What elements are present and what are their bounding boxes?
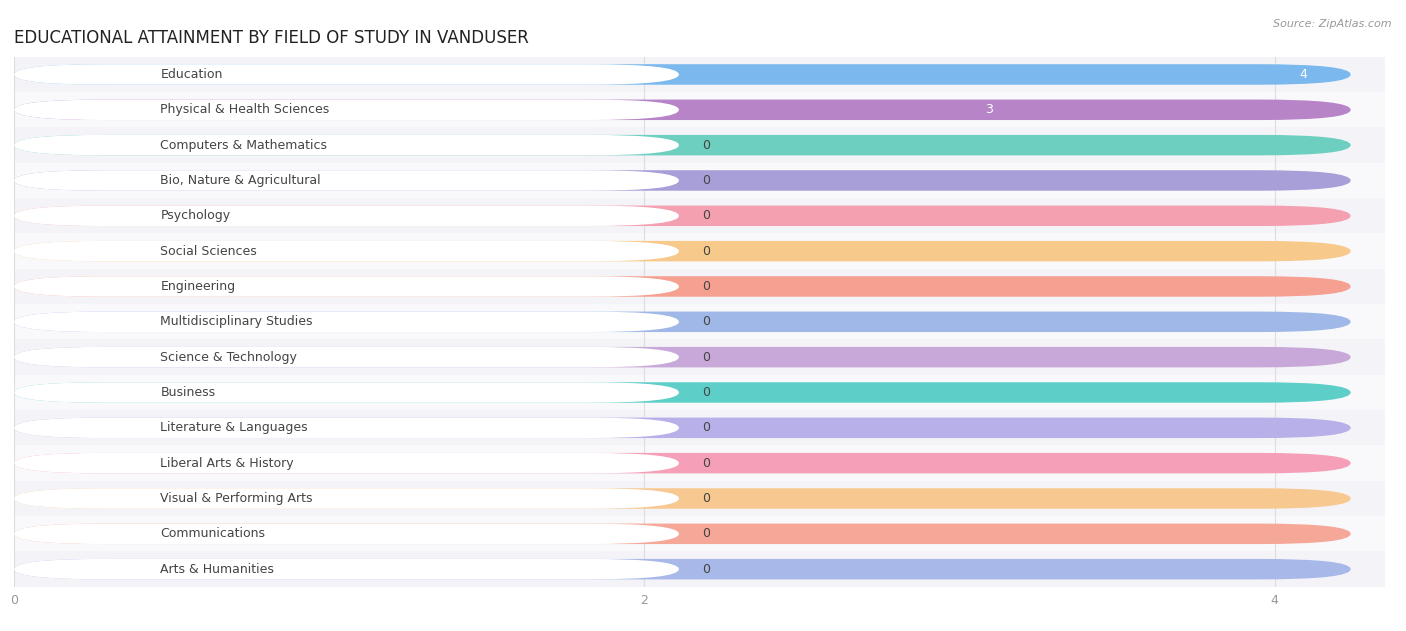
- FancyBboxPatch shape: [14, 100, 1351, 120]
- Text: Visual & Performing Arts: Visual & Performing Arts: [160, 492, 312, 505]
- FancyBboxPatch shape: [14, 92, 1385, 127]
- Text: 0: 0: [703, 280, 710, 293]
- Text: Liberal Arts & History: Liberal Arts & History: [160, 457, 294, 469]
- FancyBboxPatch shape: [14, 241, 1351, 261]
- Text: 0: 0: [703, 563, 710, 575]
- Text: 0: 0: [703, 174, 710, 187]
- Text: 0: 0: [703, 492, 710, 505]
- FancyBboxPatch shape: [14, 453, 1351, 473]
- FancyBboxPatch shape: [14, 347, 1351, 367]
- Text: Literature & Languages: Literature & Languages: [160, 422, 308, 434]
- FancyBboxPatch shape: [14, 206, 679, 226]
- Text: 4: 4: [1299, 68, 1308, 81]
- FancyBboxPatch shape: [14, 524, 679, 544]
- Text: Communications: Communications: [160, 528, 266, 540]
- FancyBboxPatch shape: [14, 64, 1351, 85]
- Text: Engineering: Engineering: [160, 280, 235, 293]
- FancyBboxPatch shape: [14, 135, 1351, 155]
- Text: Education: Education: [160, 68, 222, 81]
- FancyBboxPatch shape: [14, 551, 1385, 587]
- Text: Source: ZipAtlas.com: Source: ZipAtlas.com: [1274, 19, 1392, 29]
- FancyBboxPatch shape: [14, 410, 1385, 445]
- FancyBboxPatch shape: [14, 418, 1351, 438]
- FancyBboxPatch shape: [14, 269, 1385, 304]
- FancyBboxPatch shape: [14, 312, 679, 332]
- Text: 3: 3: [984, 103, 993, 116]
- FancyBboxPatch shape: [14, 206, 1351, 226]
- FancyBboxPatch shape: [14, 559, 679, 579]
- FancyBboxPatch shape: [14, 312, 1351, 332]
- FancyBboxPatch shape: [14, 241, 679, 261]
- Text: Multidisciplinary Studies: Multidisciplinary Studies: [160, 316, 312, 328]
- Text: 0: 0: [703, 457, 710, 469]
- Text: Psychology: Psychology: [160, 209, 231, 222]
- FancyBboxPatch shape: [14, 347, 679, 367]
- Text: Computers & Mathematics: Computers & Mathematics: [160, 139, 328, 151]
- FancyBboxPatch shape: [14, 339, 1385, 375]
- Text: EDUCATIONAL ATTAINMENT BY FIELD OF STUDY IN VANDUSER: EDUCATIONAL ATTAINMENT BY FIELD OF STUDY…: [14, 29, 529, 47]
- Text: 0: 0: [703, 316, 710, 328]
- FancyBboxPatch shape: [14, 559, 1351, 579]
- FancyBboxPatch shape: [14, 481, 1385, 516]
- FancyBboxPatch shape: [14, 418, 679, 438]
- FancyBboxPatch shape: [14, 198, 1385, 233]
- FancyBboxPatch shape: [14, 524, 1351, 544]
- Text: 0: 0: [703, 351, 710, 363]
- FancyBboxPatch shape: [14, 127, 1385, 163]
- FancyBboxPatch shape: [14, 453, 679, 473]
- FancyBboxPatch shape: [14, 375, 1385, 410]
- FancyBboxPatch shape: [14, 276, 1351, 297]
- FancyBboxPatch shape: [14, 488, 679, 509]
- Text: Arts & Humanities: Arts & Humanities: [160, 563, 274, 575]
- Text: Physical & Health Sciences: Physical & Health Sciences: [160, 103, 329, 116]
- Text: Social Sciences: Social Sciences: [160, 245, 257, 257]
- FancyBboxPatch shape: [14, 170, 679, 191]
- Text: 0: 0: [703, 422, 710, 434]
- Text: 0: 0: [703, 528, 710, 540]
- Text: 0: 0: [703, 245, 710, 257]
- FancyBboxPatch shape: [14, 488, 1351, 509]
- FancyBboxPatch shape: [14, 382, 679, 403]
- FancyBboxPatch shape: [14, 57, 1385, 92]
- FancyBboxPatch shape: [14, 276, 679, 297]
- FancyBboxPatch shape: [14, 516, 1385, 551]
- FancyBboxPatch shape: [14, 382, 1351, 403]
- FancyBboxPatch shape: [14, 233, 1385, 269]
- FancyBboxPatch shape: [14, 64, 679, 85]
- Text: 0: 0: [703, 386, 710, 399]
- Text: Bio, Nature & Agricultural: Bio, Nature & Agricultural: [160, 174, 321, 187]
- FancyBboxPatch shape: [14, 100, 679, 120]
- FancyBboxPatch shape: [14, 135, 679, 155]
- FancyBboxPatch shape: [14, 170, 1351, 191]
- FancyBboxPatch shape: [14, 304, 1385, 339]
- FancyBboxPatch shape: [14, 163, 1385, 198]
- FancyBboxPatch shape: [14, 445, 1385, 481]
- Text: Business: Business: [160, 386, 215, 399]
- Text: Science & Technology: Science & Technology: [160, 351, 297, 363]
- Text: 0: 0: [703, 209, 710, 222]
- Text: 0: 0: [703, 139, 710, 151]
